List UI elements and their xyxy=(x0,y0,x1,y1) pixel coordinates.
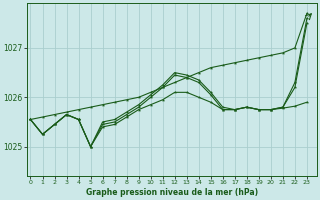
X-axis label: Graphe pression niveau de la mer (hPa): Graphe pression niveau de la mer (hPa) xyxy=(86,188,258,197)
